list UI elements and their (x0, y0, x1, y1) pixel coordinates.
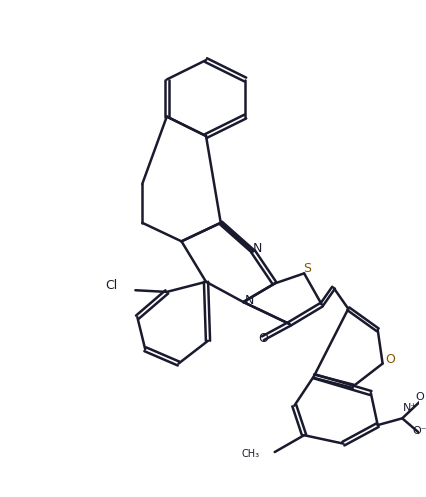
Text: O: O (257, 332, 267, 345)
Text: O: O (385, 353, 394, 366)
Text: O: O (414, 392, 423, 402)
Text: Cl: Cl (105, 279, 118, 292)
Text: N⁺: N⁺ (402, 403, 416, 413)
Text: N: N (252, 242, 261, 254)
Text: N: N (244, 294, 253, 307)
Text: S: S (302, 262, 311, 275)
Text: O⁻: O⁻ (412, 426, 426, 436)
Text: CH₃: CH₃ (241, 449, 259, 459)
